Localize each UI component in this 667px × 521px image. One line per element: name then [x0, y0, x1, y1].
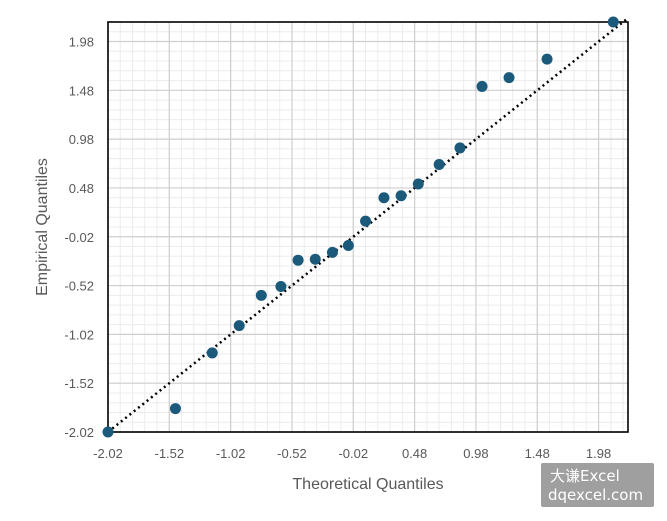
data-point: [326, 246, 338, 258]
data-point: [378, 192, 390, 204]
watermark-line1: 大谦Excel: [550, 467, 620, 485]
x-tick-label: -0.52: [277, 446, 307, 461]
y-tick-label: -2.02: [64, 425, 94, 440]
watermark-line2: dqexcel.com: [548, 486, 643, 504]
data-point: [275, 281, 287, 293]
watermark: 大谦Excel dqexcel.com: [541, 463, 654, 507]
data-point: [607, 16, 619, 28]
y-tick-label: 0.48: [69, 181, 94, 196]
y-axis-title: Empirical Quantiles: [34, 158, 51, 296]
y-tick-label: 1.98: [69, 35, 94, 50]
watermark-background: [541, 463, 654, 507]
x-tick-label: -1.52: [155, 446, 185, 461]
x-tick-label: 0.98: [463, 446, 488, 461]
data-point: [541, 53, 553, 65]
x-tick-label: 0.48: [402, 446, 427, 461]
data-point: [292, 254, 304, 266]
plot-area-border: [107, 21, 629, 433]
x-tick-label: 1.48: [525, 446, 550, 461]
data-point: [169, 403, 181, 415]
y-tick-label: -1.02: [64, 327, 94, 342]
data-point: [395, 190, 407, 202]
data-point: [233, 320, 245, 332]
data-point: [206, 347, 218, 359]
data-point: [255, 289, 267, 301]
y-tick-label: -0.02: [64, 230, 94, 245]
x-tick-label: -2.02: [93, 446, 123, 461]
y-tick-label: -1.52: [64, 376, 94, 391]
data-point: [476, 80, 488, 92]
x-tick-label: -0.02: [338, 446, 368, 461]
data-point: [412, 178, 424, 190]
data-point: [342, 240, 354, 252]
data-point: [454, 142, 466, 154]
y-tick-label: 0.98: [69, 132, 94, 147]
x-tick-label: 1.98: [586, 446, 611, 461]
y-tick-label: 1.48: [69, 83, 94, 98]
x-tick-label: -1.02: [216, 446, 246, 461]
x-axis-title: Theoretical Quantiles: [292, 476, 443, 493]
y-axis-tick-labels: -2.02 -1.52 -1.02 -0.52 -0.02 0.48 0.98 1.48 1.9…: [64, 35, 94, 440]
data-point: [360, 215, 372, 227]
data-point: [102, 426, 114, 438]
x-axis-tick-labels: -2.02 -1.52 -1.02 -0.52 -0.02 0.48 0.98 1.48 1.9…: [93, 446, 611, 461]
reference-line: [107, 17, 629, 433]
data-point: [503, 72, 515, 84]
y-tick-label: -0.52: [64, 279, 94, 294]
data-point: [433, 159, 445, 171]
data-point: [309, 253, 321, 265]
data-points: [102, 16, 619, 438]
